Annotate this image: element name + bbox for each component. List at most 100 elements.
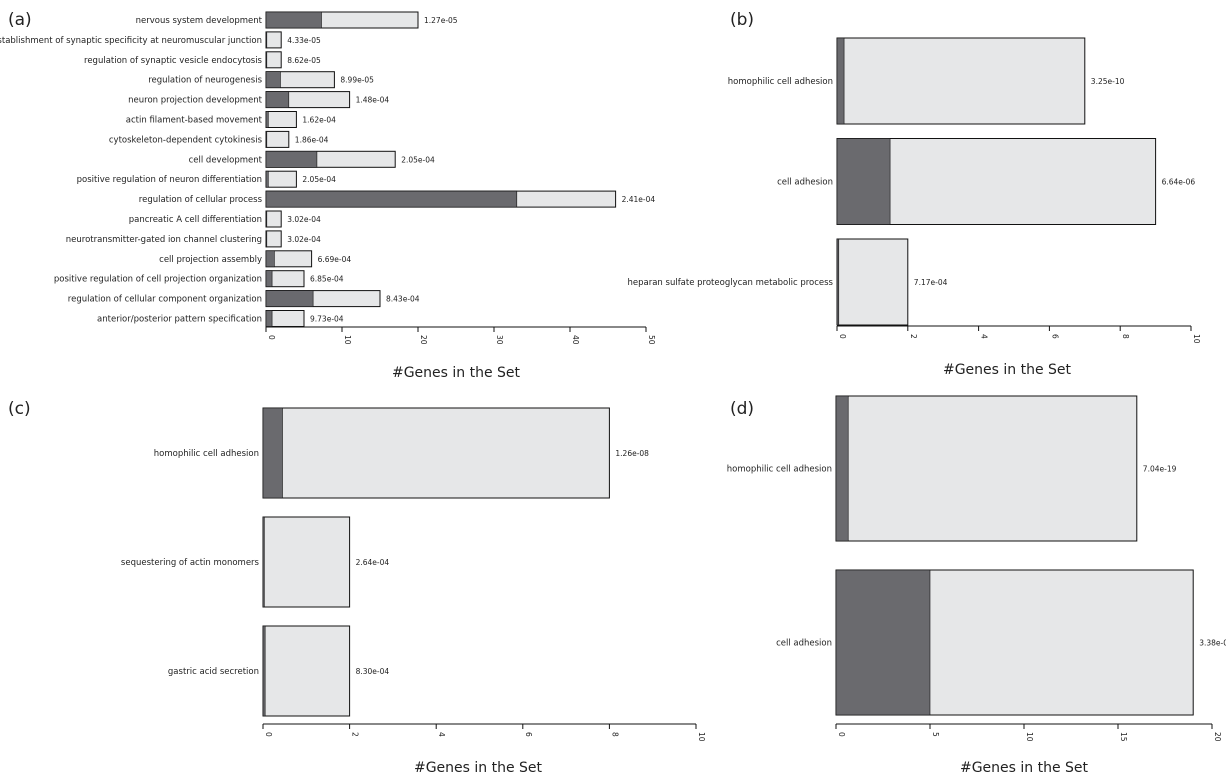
bar-overlap (835, 395, 849, 542)
pvalue-label: 3.02e-04 (287, 235, 321, 244)
category-label: heparan sulfate proteoglycan metabolic p… (628, 278, 834, 288)
pvalue-label: 3.02e-04 (287, 215, 321, 224)
x-tick-label: 5 (931, 732, 940, 737)
bar-overlap (265, 310, 273, 327)
bar-overlap (265, 210, 268, 228)
x-tick-label: 2 (909, 334, 918, 339)
panel-d-label: (d) (730, 399, 754, 419)
pvalue-label: 3.38e-07 (1199, 639, 1226, 648)
x-tick-label: 0 (838, 334, 847, 339)
x-tick-label: 50 (647, 335, 656, 345)
bar-overlap (265, 170, 269, 188)
panel-b-label: (b) (730, 10, 754, 30)
pvalue-label: 8.99e-05 (340, 76, 374, 85)
x-tick-label: 8 (610, 732, 619, 737)
bar-total (835, 395, 1138, 542)
panel-a-label: (a) (8, 10, 32, 30)
x-tick-label: 10 (343, 335, 352, 345)
bar-total (265, 230, 282, 248)
bar-overlap (265, 91, 290, 108)
bar-total (265, 111, 297, 128)
pvalue-label: 1.48e-04 (356, 96, 390, 105)
bar-total (265, 31, 282, 49)
bar-overlap (262, 407, 283, 499)
x-tick-label: 0 (837, 732, 846, 737)
category-label: regulation of neurogenesis (148, 76, 262, 86)
pvalue-label: 9.73e-04 (310, 315, 344, 324)
category-label: homophilic cell adhesion (727, 465, 832, 475)
bar-overlap (262, 516, 265, 608)
bar-total (262, 625, 351, 717)
pvalue-label: 1.26e-08 (615, 449, 649, 458)
panel-b-x-axis-title: #Genes in the Set (943, 362, 1072, 378)
category-label: cell adhesion (777, 178, 833, 188)
bar-overlap (265, 151, 318, 168)
pvalue-label: 6.85e-04 (310, 275, 344, 284)
panel-c-label: (c) (8, 399, 31, 419)
bar-overlap (265, 290, 314, 307)
pvalue-label: 8.43e-04 (386, 295, 420, 304)
bar-overlap (836, 37, 845, 125)
bar-overlap (262, 625, 266, 717)
pvalue-label: 6.64e-06 (1162, 178, 1196, 187)
bar-overlap (836, 238, 840, 326)
pvalue-label: 8.30e-04 (356, 667, 390, 676)
bar-total (265, 170, 297, 188)
x-tick-label: 4 (437, 732, 446, 737)
bar-total (262, 407, 610, 499)
x-tick-label: 2 (351, 732, 360, 737)
x-tick-label: 6 (1050, 334, 1059, 339)
x-tick-label: 10 (1192, 334, 1201, 344)
bar-overlap (265, 131, 268, 148)
x-tick-label: 40 (571, 335, 580, 345)
panel-c-x-axis-title: #Genes in the Set (414, 760, 543, 776)
category-label: homophilic cell adhesion (728, 77, 833, 87)
category-label: gastric acid secretion (168, 667, 259, 677)
x-tick-label: 20 (1213, 732, 1222, 742)
bar-total (265, 130, 290, 148)
bar-total (262, 516, 351, 608)
x-tick-label: 0 (267, 335, 276, 340)
x-tick-label: 10 (1025, 732, 1034, 742)
pvalue-label: 6.69e-04 (318, 255, 352, 264)
bar-overlap (265, 190, 518, 208)
pvalue-label: 2.64e-04 (356, 558, 390, 567)
category-label: neuron projection development (128, 96, 262, 106)
pvalue-label: 1.27e-05 (424, 16, 458, 25)
pvalue-label: 8.62e-05 (287, 56, 321, 65)
category-label: pancreatic A cell differentiation (129, 215, 262, 225)
pvalue-label: 7.17e-04 (914, 278, 948, 287)
category-label: sequestering of actin monomers (121, 558, 260, 568)
pvalue-label: 2.41e-04 (622, 195, 656, 204)
x-tick-label: 10 (697, 732, 706, 742)
x-tick-label: 6 (524, 732, 533, 737)
bar-total (265, 51, 282, 69)
category-label: cytoskeleton-dependent cytokinesis (109, 135, 263, 145)
panel-d-x-axis-title: #Genes in the Set (960, 760, 1089, 776)
bar-total (265, 210, 282, 228)
category-label: cell development (189, 155, 263, 165)
bar-overlap (265, 11, 322, 29)
pvalue-label: 2.05e-04 (401, 155, 435, 164)
bar-total (836, 238, 909, 326)
category-label: cell projection assembly (159, 255, 262, 265)
category-label: regulation of cellular component organiz… (68, 295, 262, 305)
pvalue-label: 4.33e-05 (287, 36, 321, 45)
bar-overlap (835, 569, 931, 716)
category-label: regulation of synaptic vesicle endocytos… (84, 56, 263, 66)
category-label: regulation of cellular process (139, 195, 263, 205)
panel-c: (c) #Genes in the Set homophilic cell ad… (8, 399, 706, 776)
pvalue-label: 7.04e-19 (1143, 465, 1177, 474)
category-label: nervous system development (136, 16, 263, 26)
x-tick-label: 20 (419, 335, 428, 345)
bar-total (836, 37, 1086, 125)
pvalue-label: 2.05e-04 (302, 175, 336, 184)
category-label: positive regulation of neuron differenti… (77, 175, 262, 185)
category-label: positive regulation of cell projection o… (54, 275, 262, 285)
bar-overlap (265, 31, 268, 49)
x-tick-label: 15 (1119, 732, 1128, 742)
category-label: establishment of synaptic specificity at… (0, 36, 262, 46)
x-tick-label: 4 (980, 334, 989, 339)
pvalue-label: 1.62e-04 (302, 116, 336, 125)
